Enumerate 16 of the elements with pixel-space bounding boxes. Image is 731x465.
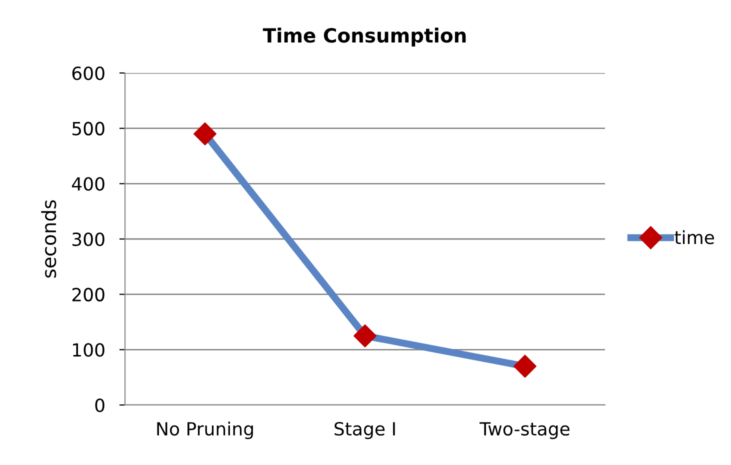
x-tick-label: No Pruning xyxy=(157,422,253,440)
y-tick-label: 500 xyxy=(72,122,104,136)
point xyxy=(354,324,376,348)
y-tick-label: 600 xyxy=(72,66,104,80)
y-tick-label: 100 xyxy=(73,343,104,357)
y-tick-label: 400 xyxy=(72,177,104,191)
y-tick-label: 0 xyxy=(95,398,104,412)
legend-label: time xyxy=(674,230,714,244)
chart-title: Time Consumption xyxy=(262,28,466,46)
x-tick-label: Two-stage xyxy=(480,422,570,440)
point xyxy=(514,354,536,378)
x-tick-label: Stage I xyxy=(334,422,395,440)
y-axis-title: seconds xyxy=(41,200,56,278)
point xyxy=(194,122,216,146)
y-tick-label: 200 xyxy=(72,288,104,302)
y-tick-label: 300 xyxy=(72,232,104,246)
